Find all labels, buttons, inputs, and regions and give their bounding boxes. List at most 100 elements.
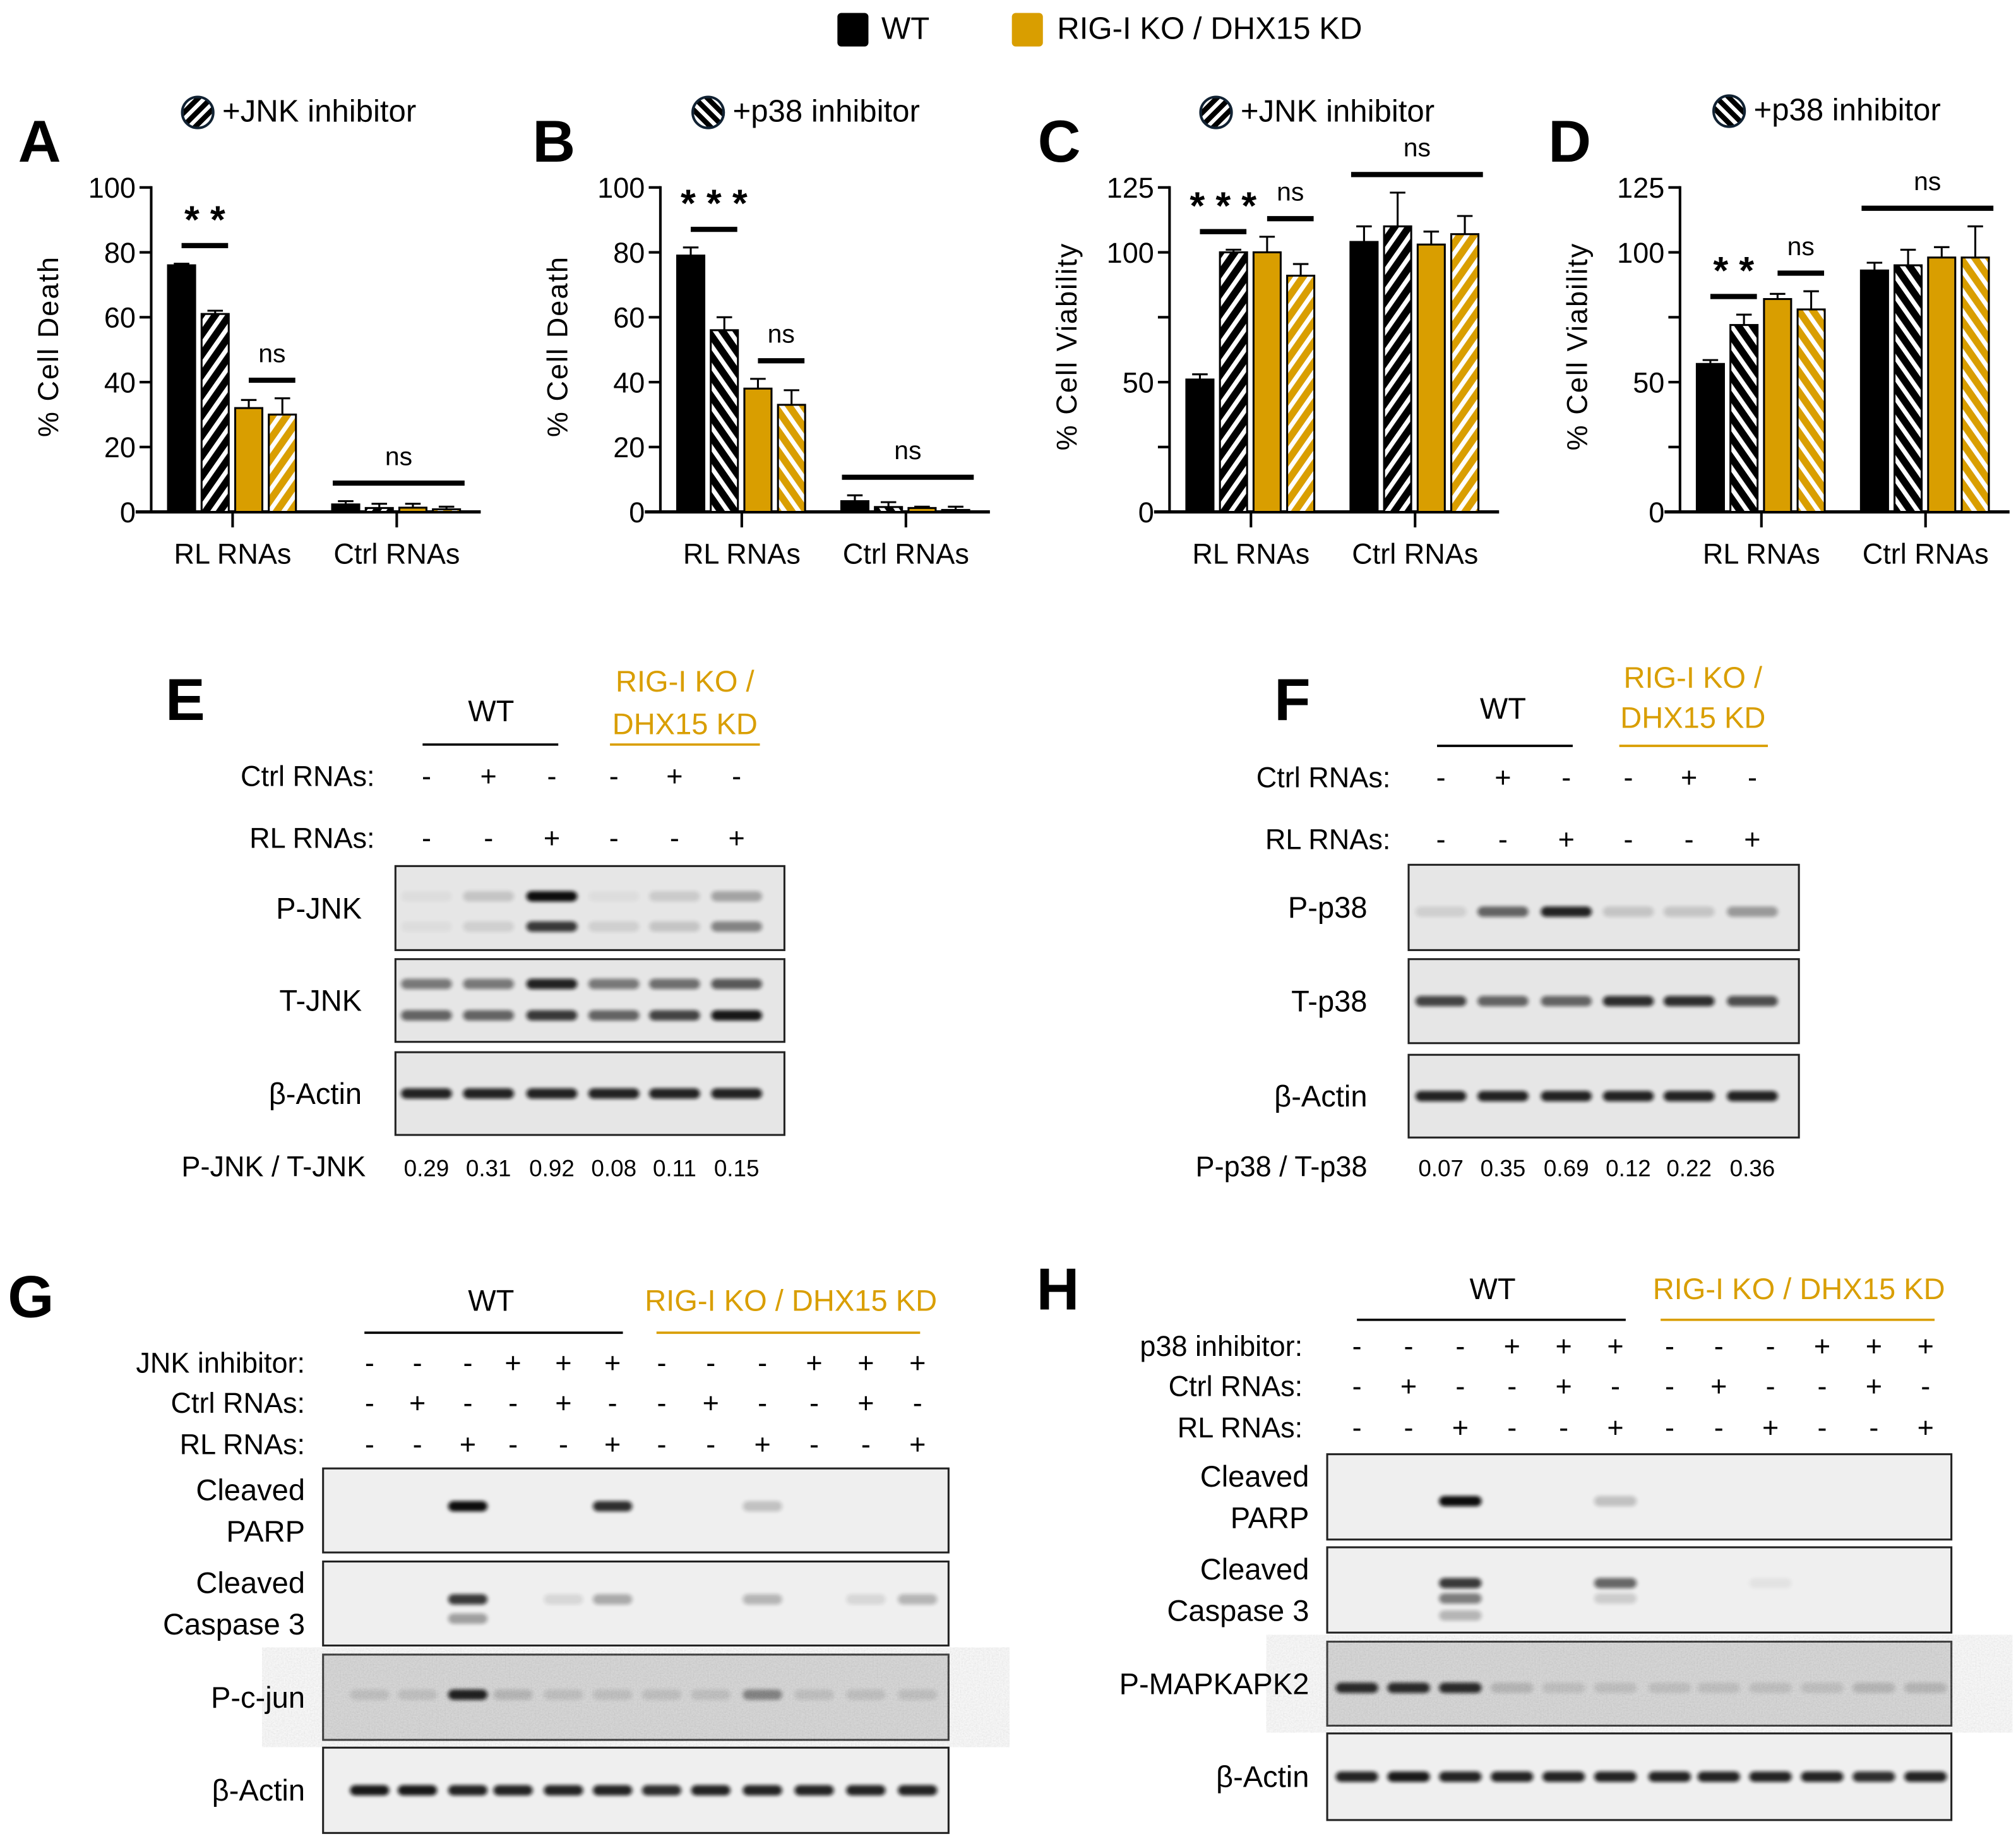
blot-band: [649, 921, 700, 932]
blot-row-label: Cleaved: [196, 1473, 305, 1506]
minus-sign: -: [608, 1387, 617, 1419]
minus-sign: -: [1507, 1411, 1517, 1444]
blot-band: [401, 921, 452, 932]
blot-row-label: Cleaved: [1200, 1552, 1309, 1586]
minus-sign: -: [1498, 824, 1508, 856]
blot-band: [544, 1785, 583, 1796]
minus-sign: -: [1507, 1370, 1517, 1403]
bar: [234, 407, 264, 513]
blot-band: [544, 1594, 583, 1605]
blot-band: [1415, 906, 1467, 917]
blot-band: [526, 978, 578, 990]
bar: [1252, 251, 1282, 513]
blot-band: [1541, 906, 1592, 917]
minus-sign: -: [1404, 1330, 1414, 1362]
y-tick-label: 50: [1633, 366, 1664, 399]
bar: [200, 313, 230, 513]
y-tick-label: 40: [613, 366, 645, 399]
bar: [432, 508, 462, 513]
blot-row-label: PARP: [226, 1514, 305, 1548]
bar: [1383, 225, 1412, 513]
minus-sign: -: [1561, 762, 1571, 794]
blot-band: [691, 1689, 731, 1700]
bar: [840, 500, 869, 513]
panel-letter-g: G: [8, 1262, 54, 1331]
minus-sign: -: [422, 760, 431, 792]
blot-background-noise: [1328, 1643, 1950, 1725]
plus-sign: +: [1866, 1330, 1882, 1362]
bar: [331, 503, 361, 513]
blot-band: [1439, 1771, 1482, 1782]
minus-sign: -: [758, 1387, 767, 1419]
y-tick-label: 100: [88, 172, 136, 204]
y-tick-label: 20: [613, 431, 645, 464]
bar: [676, 255, 706, 513]
panel-letter-c: C: [1037, 107, 1081, 175]
blot-band: [588, 891, 640, 902]
blot-band: [401, 1088, 452, 1099]
minus-sign: -: [508, 1387, 518, 1419]
panel-letter-h: H: [1036, 1255, 1080, 1322]
blot-row-label: Caspase 3: [163, 1607, 305, 1641]
significance-ns: ns: [1787, 232, 1815, 261]
minus-sign: -: [422, 822, 431, 854]
blot-band: [1727, 996, 1778, 1007]
minus-sign: -: [1921, 1370, 1930, 1403]
y-axis-label: % Cell Death: [542, 256, 574, 437]
minus-sign: -: [809, 1387, 819, 1419]
genotype-label-ko: RIG-I KO / DHX15 KD: [1653, 1272, 1945, 1305]
plus-sign: +: [1494, 762, 1511, 794]
minus-sign: -: [1665, 1330, 1674, 1362]
blot-band: [1415, 1091, 1467, 1101]
blot-band: [1648, 1682, 1691, 1693]
significance-ns: ns: [894, 436, 921, 465]
panel-letter-e: E: [165, 666, 205, 733]
blot-band: [641, 1785, 682, 1796]
blot-band: [544, 1689, 583, 1700]
plus-sign: +: [460, 1429, 476, 1461]
x-tick-label: Ctrl RNAs: [1352, 537, 1478, 570]
plus-sign: +: [857, 1387, 874, 1419]
plus-sign: +: [1762, 1411, 1779, 1444]
blot-band: [1335, 1682, 1378, 1693]
significance-ns: ns: [1277, 177, 1304, 207]
y-tick-label: 80: [613, 237, 645, 269]
x-tick-label: RL RNAs: [174, 537, 291, 570]
ratio-value: 0.35: [1481, 1156, 1526, 1182]
blot-band: [1801, 1682, 1844, 1693]
blot-row-label: P-JNK: [276, 891, 362, 925]
blot-band: [898, 1594, 938, 1605]
minus-sign: -: [1766, 1330, 1775, 1362]
bar: [268, 413, 297, 513]
plus-sign: +: [1814, 1330, 1830, 1362]
x-tick-label: RL RNAs: [683, 537, 801, 570]
blot-band: [1594, 1578, 1637, 1588]
bar: [1349, 241, 1379, 513]
blot-band: [1594, 1682, 1637, 1693]
blot-band: [1387, 1682, 1430, 1693]
plus-sign: +: [1744, 824, 1760, 856]
blot-band: [463, 978, 514, 990]
ratio-value: 0.29: [404, 1156, 450, 1182]
bar: [743, 387, 773, 513]
genotype-label-ko: RIG-I KO /: [1623, 661, 1763, 694]
blot-band: [649, 891, 700, 902]
blot-row-label: T-p38: [1291, 985, 1367, 1018]
blot-band: [743, 1501, 782, 1512]
minus-sign: -: [559, 1429, 568, 1461]
y-tick-label: 60: [613, 302, 645, 334]
panel-letter-b: B: [532, 107, 576, 175]
blot-band: [588, 1010, 640, 1021]
blot-band: [588, 921, 640, 932]
blot-band: [743, 1785, 782, 1796]
blot-band: [1477, 1091, 1529, 1101]
blot-band: [1542, 1771, 1585, 1782]
y-axis-label: % Cell Viability: [1561, 243, 1593, 451]
minus-sign: -: [809, 1429, 819, 1461]
blot-membrane: [1326, 1453, 1953, 1541]
panel-a-title: +JNK inhibitor: [222, 94, 417, 129]
blot-band: [898, 1689, 938, 1700]
y-tick-label: 125: [1617, 172, 1664, 204]
blot-band: [1387, 1771, 1430, 1782]
blot-band: [1749, 1682, 1792, 1693]
